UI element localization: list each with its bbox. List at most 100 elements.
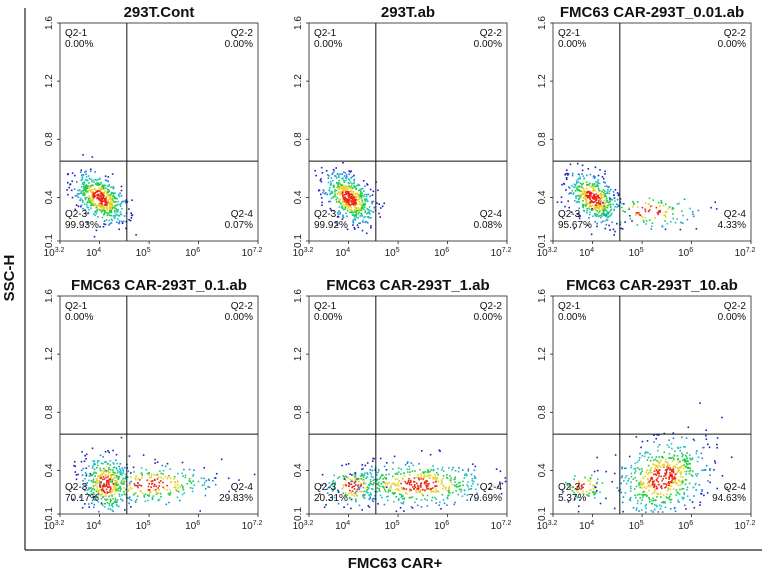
event-point [574,493,577,496]
event-point [162,473,164,475]
event-point [568,192,570,195]
event-point [684,479,687,481]
event-point [703,469,706,471]
event-point [417,488,419,491]
event-point [151,483,153,485]
y-tick-label: 1.6 [293,289,304,303]
event-point [106,179,108,182]
event-point [679,488,681,491]
event-point [95,210,98,213]
event-point [608,211,611,214]
event-point [117,484,119,486]
event-point [595,202,598,205]
event-point [684,446,686,448]
event-point [638,510,640,512]
event-point [95,206,97,209]
event-point [454,481,456,484]
event-point [116,214,118,216]
event-point [130,476,132,479]
event-point [116,471,119,474]
y-tick-label: 0.8 [44,405,55,419]
event-point [329,183,332,186]
event-point [130,212,132,214]
event-point [571,189,573,192]
event-point [408,478,410,480]
event-point [147,489,150,491]
event-point [355,184,358,187]
event-point [329,486,332,489]
event-point [350,498,353,501]
event-point [341,188,344,191]
event-point [85,472,87,475]
event-point [453,478,455,481]
event-point [353,178,356,181]
event-point [347,477,350,479]
event-point [110,198,113,200]
event-point [81,451,83,453]
event-point [460,490,462,493]
event-point [342,492,345,495]
event-point [675,463,678,466]
event-point [107,213,109,216]
event-point [599,208,601,211]
event-point [343,181,346,183]
event-point [653,441,655,443]
y-tick-label: 0.4 [537,190,548,204]
event-point [602,178,605,180]
event-point [716,443,718,446]
event-point [667,488,670,491]
event-point [344,187,347,190]
event-point [645,223,647,225]
event-point [362,221,364,223]
event-point [351,479,353,481]
event-point [600,213,603,216]
event-point [353,202,356,204]
event-point [643,455,646,458]
event-point [377,468,380,471]
event-point [99,183,102,186]
event-point [673,465,675,468]
event-point [100,187,102,189]
event-point [103,468,106,471]
event-point [105,494,107,496]
event-point [335,167,337,169]
event-point [459,484,461,487]
event-point [113,196,116,198]
event-point [128,208,130,210]
event-point [379,216,381,218]
event-point [333,488,335,490]
event-point [90,185,93,187]
event-point [574,190,577,192]
event-point [642,491,645,493]
event-point [360,212,362,215]
event-point [345,212,347,215]
event-point [353,204,356,207]
event-point [355,196,358,199]
event-point [579,215,581,217]
event-point [664,474,667,477]
event-point [577,198,580,201]
event-point [100,476,102,478]
event-point [353,181,355,184]
event-point [651,503,654,505]
figure-y-axis-label: SSC-H [1,255,18,302]
event-point [641,496,644,499]
event-point [377,503,379,505]
event-point [607,213,610,215]
event-point [81,506,84,509]
event-point [69,183,72,185]
event-point [367,212,369,214]
event-point [100,205,102,207]
event-point [576,195,578,197]
event-point [665,486,667,488]
event-point [355,193,357,195]
event-point [102,193,104,196]
event-point [689,207,691,210]
event-point [435,498,438,500]
event-point [610,188,612,191]
event-point [347,205,350,208]
event-point [84,190,87,192]
event-point [685,508,687,510]
event-point [591,201,594,203]
event-point [163,487,165,490]
